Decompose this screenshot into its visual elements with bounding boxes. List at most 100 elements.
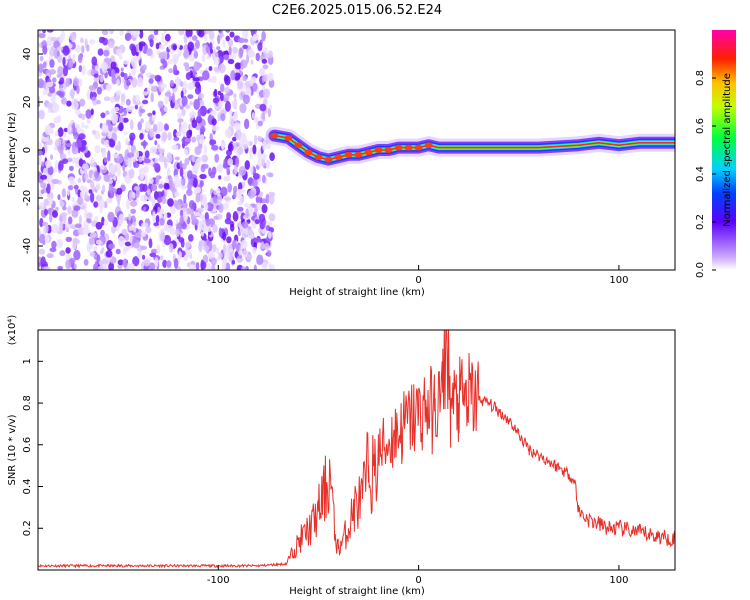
- noise-speck: [215, 51, 219, 58]
- noise-speck: [42, 89, 48, 96]
- noise-speck: [187, 181, 192, 191]
- noise-speck: [175, 131, 182, 137]
- noise-speck: [131, 77, 138, 88]
- noise-speck: [157, 196, 163, 204]
- noise-speck: [193, 177, 198, 188]
- noise-speck: [73, 185, 79, 190]
- noise-speck: [57, 127, 64, 138]
- noise-speck: [121, 78, 125, 84]
- noise-speck: [112, 127, 118, 134]
- colorbar-label: Normalized spectral amplitude: [722, 73, 733, 227]
- noise-speck: [263, 88, 270, 99]
- noise-speck: [58, 160, 64, 172]
- noise-speck: [254, 237, 262, 243]
- noise-speck: [165, 225, 173, 233]
- noise-speck: [256, 202, 262, 211]
- noise-speck: [44, 235, 50, 243]
- noise-speck: [154, 157, 160, 164]
- noise-speck: [149, 30, 155, 34]
- spectrogram-ytick-label: -20: [22, 190, 33, 206]
- noise-speck: [257, 159, 262, 167]
- noise-speck: [72, 122, 76, 132]
- noise-speck: [259, 67, 266, 77]
- noise-speck: [38, 102, 41, 108]
- ridge-blob: [344, 151, 353, 158]
- noise-speck: [159, 217, 165, 226]
- noise-speck: [158, 52, 166, 60]
- noise-speck: [69, 88, 76, 98]
- noise-speck: [44, 208, 48, 216]
- noise-speck: [129, 43, 135, 51]
- noise-speck: [101, 36, 106, 42]
- noise-speck: [122, 258, 128, 268]
- noise-speck: [213, 195, 218, 204]
- noise-speck: [185, 30, 193, 38]
- noise-speck: [77, 78, 83, 87]
- noise-speck: [150, 85, 157, 93]
- noise-speck: [231, 259, 236, 265]
- noise-speck: [208, 167, 212, 177]
- noise-speck: [38, 227, 41, 239]
- noise-speck: [65, 143, 72, 148]
- noise-speck: [57, 265, 63, 270]
- noise-speck: [220, 33, 225, 38]
- noise-speck: [93, 201, 99, 208]
- noise-speck: [86, 217, 90, 223]
- noise-speck: [167, 59, 174, 65]
- noise-speck: [260, 241, 265, 250]
- noise-speck: [254, 135, 258, 145]
- noise-speck: [197, 108, 202, 118]
- noise-speck: [233, 93, 237, 99]
- noise-speck: [67, 205, 72, 215]
- noise-speck: [145, 226, 152, 233]
- noise-speck: [103, 219, 108, 227]
- noise-speck: [199, 214, 205, 220]
- noise-speck: [156, 244, 161, 255]
- noise-speck: [82, 163, 89, 171]
- noise-speck: [175, 78, 180, 88]
- noise-speck: [194, 61, 201, 71]
- noise-speck: [73, 99, 78, 108]
- noise-speck: [211, 145, 219, 151]
- noise-speck: [88, 237, 96, 245]
- noise-speck: [199, 126, 206, 133]
- noise-speck: [93, 73, 99, 78]
- noise-speck: [38, 265, 41, 270]
- noise-speck: [138, 155, 143, 163]
- noise-speck: [220, 83, 225, 93]
- noise-speck: [191, 119, 198, 129]
- noise-speck: [105, 110, 110, 115]
- noise-speck: [261, 262, 268, 269]
- noise-speck: [122, 117, 129, 123]
- noise-speck: [104, 139, 110, 148]
- noise-speck: [137, 250, 143, 259]
- noise-speck: [241, 221, 249, 229]
- noise-speck: [234, 62, 242, 70]
- noise-speck: [84, 172, 89, 181]
- noise-speck: [62, 158, 68, 164]
- noise-speck: [64, 222, 71, 232]
- noise-speck: [166, 260, 172, 268]
- noise-speck: [181, 95, 188, 107]
- ridge-blob: [294, 142, 303, 149]
- snr-xtick-label: -100: [207, 575, 230, 586]
- snr-xtick-label: 100: [609, 575, 628, 586]
- noise-speck: [69, 165, 74, 172]
- noise-speck: [46, 253, 54, 259]
- noise-speck: [250, 76, 257, 84]
- noise-speck: [167, 198, 174, 207]
- noise-speck: [139, 108, 146, 114]
- noise-speck: [67, 123, 72, 133]
- noise-speck: [81, 113, 86, 121]
- noise-speck: [191, 35, 198, 41]
- noise-speck: [99, 250, 104, 255]
- noise-speck: [108, 138, 114, 148]
- noise-speck: [49, 247, 57, 253]
- noise-speck: [268, 262, 272, 270]
- noise-speck: [43, 266, 51, 270]
- noise-speck: [173, 258, 179, 269]
- noise-speck: [96, 86, 102, 95]
- noise-speck: [187, 41, 194, 52]
- noise-speck: [89, 251, 96, 257]
- noise-speck: [213, 215, 219, 220]
